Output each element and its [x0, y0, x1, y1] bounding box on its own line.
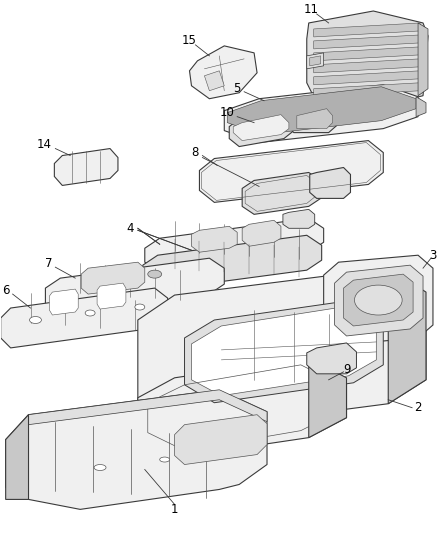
Polygon shape [199, 141, 383, 203]
Polygon shape [233, 115, 289, 141]
Polygon shape [227, 87, 416, 135]
Polygon shape [46, 258, 224, 314]
Polygon shape [287, 106, 336, 133]
Text: 7: 7 [45, 257, 52, 270]
Polygon shape [97, 283, 126, 309]
Polygon shape [224, 85, 418, 142]
Polygon shape [143, 235, 321, 290]
Polygon shape [205, 71, 224, 91]
Polygon shape [138, 358, 346, 457]
Text: 14: 14 [37, 138, 52, 151]
Polygon shape [416, 96, 426, 117]
Text: 9: 9 [343, 364, 350, 376]
Polygon shape [145, 219, 324, 272]
Polygon shape [191, 227, 237, 252]
Ellipse shape [29, 317, 42, 324]
Text: 10: 10 [220, 106, 235, 119]
Text: 2: 2 [414, 401, 422, 414]
Text: 3: 3 [429, 249, 437, 262]
Polygon shape [229, 111, 294, 147]
Ellipse shape [85, 310, 95, 316]
Polygon shape [307, 53, 324, 69]
Polygon shape [175, 415, 267, 465]
Polygon shape [314, 71, 420, 85]
Polygon shape [1, 288, 168, 348]
Polygon shape [297, 109, 332, 128]
Polygon shape [283, 209, 315, 228]
Polygon shape [343, 274, 413, 326]
Polygon shape [324, 255, 433, 345]
Polygon shape [6, 415, 28, 499]
Text: 5: 5 [233, 82, 241, 95]
Ellipse shape [135, 304, 145, 310]
Polygon shape [307, 343, 357, 374]
Polygon shape [314, 47, 420, 61]
Polygon shape [314, 83, 420, 96]
Ellipse shape [160, 457, 170, 462]
Text: 4: 4 [126, 222, 134, 235]
Polygon shape [418, 23, 428, 96]
Polygon shape [307, 11, 428, 109]
Polygon shape [309, 358, 346, 438]
Text: 15: 15 [182, 35, 197, 47]
Text: 1: 1 [171, 503, 178, 516]
Polygon shape [314, 35, 420, 49]
Ellipse shape [94, 465, 106, 471]
Polygon shape [314, 23, 420, 37]
Polygon shape [28, 390, 267, 425]
Polygon shape [242, 220, 281, 246]
Polygon shape [191, 306, 376, 395]
Ellipse shape [354, 285, 402, 315]
Ellipse shape [148, 270, 162, 278]
Text: 8: 8 [191, 146, 198, 159]
Polygon shape [314, 59, 420, 73]
Polygon shape [310, 56, 321, 66]
Polygon shape [310, 167, 350, 198]
Ellipse shape [86, 277, 104, 287]
Polygon shape [190, 46, 257, 99]
Polygon shape [49, 289, 78, 315]
Polygon shape [138, 268, 426, 432]
Polygon shape [388, 268, 426, 403]
Polygon shape [54, 149, 118, 185]
Polygon shape [184, 300, 383, 403]
Text: 6: 6 [2, 284, 9, 296]
Polygon shape [242, 173, 321, 214]
Text: 11: 11 [303, 3, 318, 15]
Polygon shape [335, 265, 423, 336]
Polygon shape [6, 390, 267, 510]
Polygon shape [81, 262, 145, 294]
